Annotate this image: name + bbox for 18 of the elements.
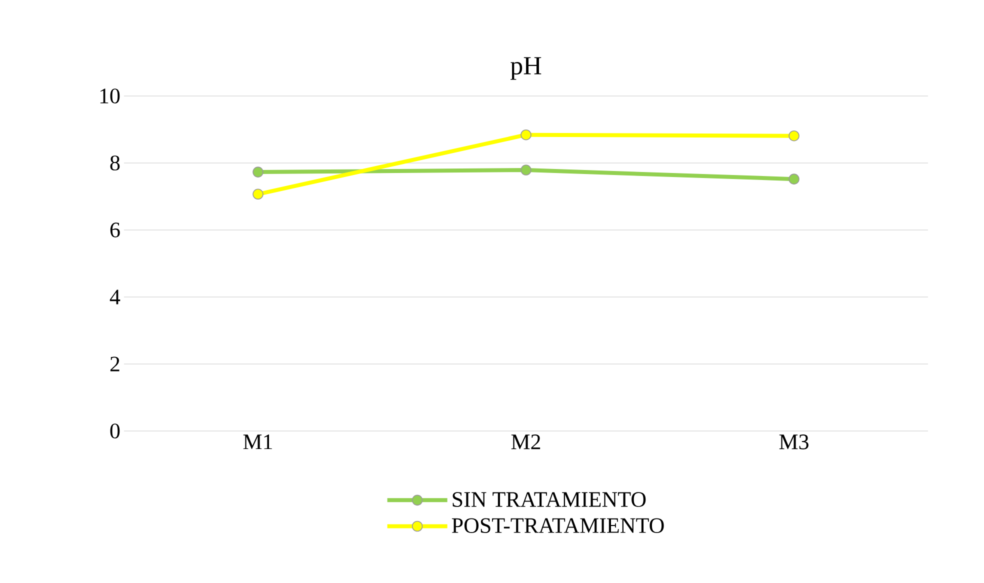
x-tick-label: M1: [243, 434, 272, 450]
legend-label: POST-TRATAMIENTO: [452, 518, 664, 533]
y-tick-label: 8: [110, 156, 120, 170]
y-tick-label: 4: [110, 290, 120, 304]
point: [788, 130, 800, 142]
chart-title: pH: [510, 57, 542, 80]
y-tick-label: 0: [110, 424, 120, 438]
point: [788, 174, 800, 184]
x-tick-label: M2: [511, 434, 540, 450]
y-tick-label: 2: [110, 356, 120, 372]
point: [252, 166, 264, 178]
point: [252, 188, 264, 200]
point: [520, 129, 532, 140]
y-tick-label: 6: [110, 222, 120, 238]
point: [520, 164, 532, 176]
x-tick-label: M3: [779, 434, 808, 450]
legend-label: SIN TRATAMIENTO: [452, 492, 646, 507]
y-tick-label: 10: [100, 88, 120, 104]
